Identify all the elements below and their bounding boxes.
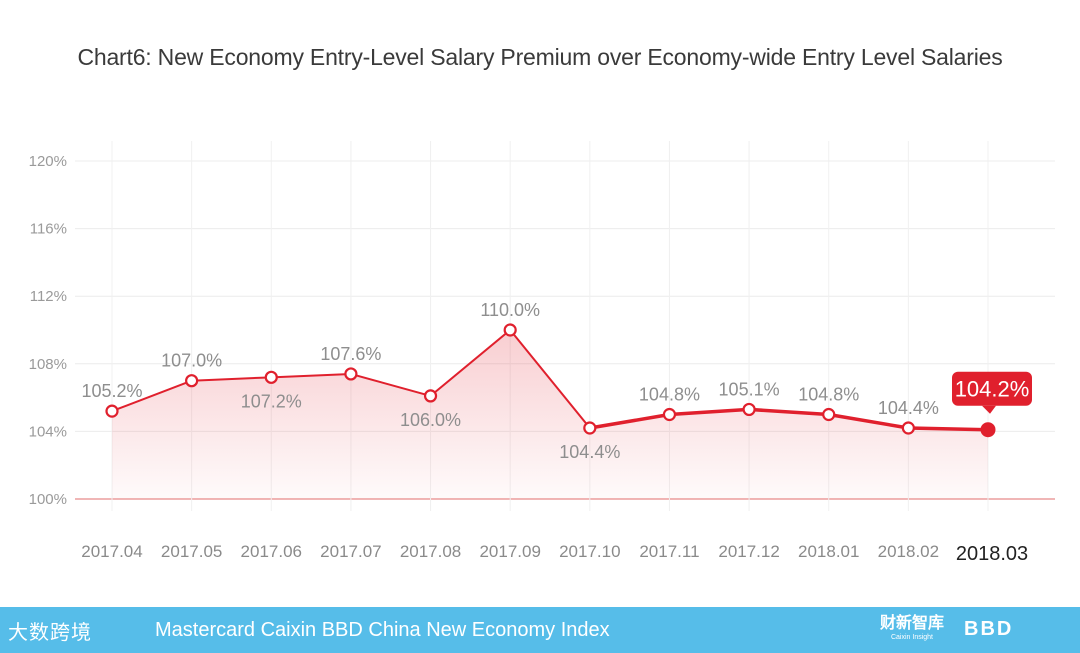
- data-point: [583, 421, 597, 435]
- area-fill: [112, 330, 988, 499]
- data-point: [185, 374, 199, 388]
- y-tick-label: 108%: [29, 356, 67, 373]
- x-tick-label: 2017.05: [161, 542, 222, 561]
- data-label: 104.4%: [559, 442, 620, 462]
- series-line-segment: [111, 379, 193, 413]
- x-tick-label: 2017.08: [400, 542, 461, 561]
- footer-bar: 大数跨境 Mastercard Caixin BBD China New Eco…: [0, 607, 1080, 653]
- data-label: 107.6%: [320, 344, 381, 364]
- highlight-callout: 104.2%: [952, 371, 1032, 414]
- y-tick-label: 104%: [29, 423, 67, 440]
- data-label: 110.0%: [480, 300, 540, 320]
- data-label: 105.1%: [719, 379, 780, 399]
- y-tick-label: 120%: [29, 153, 67, 170]
- y-tick-label: 100%: [29, 491, 67, 508]
- data-label: 104.8%: [639, 385, 700, 405]
- series-line-segment: [429, 329, 512, 397]
- data-point: [662, 407, 677, 422]
- data-point: [344, 367, 358, 381]
- footer-title: Mastercard Caixin BBD China New Economy …: [155, 619, 610, 641]
- data-label: 106.0%: [400, 410, 461, 430]
- series-line-segment: [747, 407, 831, 417]
- series-line-segment: [667, 407, 751, 417]
- x-tick-label: 2018.02: [878, 542, 939, 561]
- line-chart: 105.2% 107.0% 107.2% 107.6% 106.0% 110.0% 104.…: [29, 141, 1055, 565]
- data-label: 105.2%: [81, 381, 142, 401]
- data-point: [423, 389, 438, 403]
- data-point: [105, 404, 119, 418]
- caixin-logo-text: 财新智库: [880, 615, 945, 632]
- chart-title: Chart6: New Economy Entry-Level Salary P…: [77, 44, 1003, 70]
- x-tick-label: 2017.12: [718, 542, 779, 561]
- bbd-logo: BBD: [964, 618, 1014, 640]
- series-line-segment: [190, 376, 273, 382]
- data-point: [264, 370, 278, 384]
- data-label: 104.8%: [798, 385, 859, 405]
- series-line-segment: [509, 329, 591, 430]
- data-point: [822, 407, 836, 422]
- data-point: [742, 402, 756, 417]
- dashujukuajing-logo: 大数跨境: [8, 622, 92, 644]
- data-label: 107.0%: [161, 351, 222, 371]
- x-tick-label: 2017.06: [241, 542, 302, 561]
- data-point: [901, 421, 915, 435]
- series-line-segment: [906, 426, 990, 432]
- series-line-segment: [588, 412, 672, 430]
- series-line-segment: [349, 372, 432, 397]
- series-line-segment: [270, 372, 352, 379]
- data-point: [503, 323, 517, 337]
- caixin-logo-subtext: Caixin Insight: [890, 634, 934, 641]
- x-tick-label: 2018.01: [798, 542, 859, 561]
- x-tick-label: 2017.04: [81, 542, 142, 561]
- x-tick-label: 2018.03: [956, 543, 1028, 565]
- data-point: [980, 422, 996, 438]
- callout-pointer: [982, 405, 996, 414]
- x-tick-label: 2017.11: [639, 542, 699, 561]
- x-tick-label: 2017.09: [479, 542, 540, 561]
- series-line-segment: [826, 412, 911, 430]
- x-tick-label: 2017.10: [559, 542, 620, 561]
- y-tick-label: 116%: [30, 221, 67, 238]
- data-label: 104.4%: [878, 398, 939, 418]
- data-label: 104.2%: [955, 377, 1030, 402]
- y-tick-label: 112%: [30, 288, 67, 305]
- callout-box: [952, 371, 1032, 406]
- data-label: 107.2%: [241, 391, 302, 411]
- x-tick-label: 2017.07: [320, 542, 381, 561]
- caixin-insight-logo: 财新智库 Caixin Insight: [880, 615, 944, 642]
